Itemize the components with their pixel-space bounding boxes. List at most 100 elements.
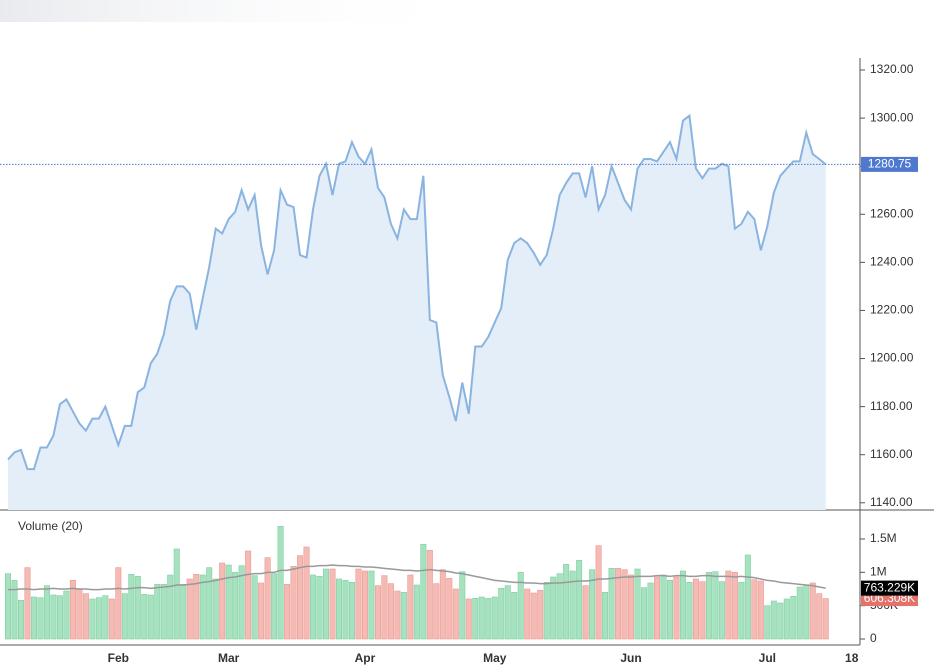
volume-bar: [595, 545, 602, 640]
volume-bar: [167, 574, 174, 640]
y-tick-label: 1140.00: [870, 495, 913, 509]
x-tick-label: Mar: [218, 651, 240, 665]
volume-bar: [653, 576, 660, 640]
y-tick-label: 1.5M: [870, 531, 897, 545]
volume-bar: [407, 574, 414, 640]
volume-bar: [744, 554, 751, 640]
volume-bar: [420, 544, 427, 640]
volume-bar: [400, 592, 407, 640]
volume-bar: [757, 580, 764, 640]
volume-bar: [361, 570, 368, 640]
volume-bar: [199, 574, 206, 640]
volume-bar: [530, 592, 537, 640]
volume-bar: [491, 596, 498, 640]
volume-bar: [303, 546, 310, 640]
volume-bar: [426, 550, 433, 640]
x-tick-label: 18: [845, 651, 859, 665]
volume-bar: [193, 574, 200, 640]
volume-bar: [550, 576, 557, 640]
volume-bar: [712, 571, 719, 640]
volume-bar: [602, 592, 609, 640]
y-tick-label: 1320.00: [870, 62, 914, 76]
volume-bar: [186, 578, 193, 640]
volume-bar: [809, 582, 816, 640]
volume-bar: [147, 594, 154, 640]
y-tick-label: 1200.00: [870, 351, 914, 365]
volume-bar: [433, 583, 440, 640]
volume-bar: [439, 569, 446, 640]
last-value-box: [861, 580, 918, 596]
volume-bar: [160, 584, 167, 640]
volume-bar: [108, 598, 115, 640]
volume-bar: [50, 594, 57, 640]
volume-bar: [498, 588, 505, 640]
volume-bar: [576, 560, 583, 640]
volume-bar: [271, 573, 278, 640]
volume-bar: [556, 573, 563, 640]
x-tick-label: Jun: [620, 651, 641, 665]
area: [8, 115, 826, 510]
volume-bar: [472, 598, 479, 640]
volume-bar: [368, 570, 375, 640]
volume-bar: [95, 597, 102, 640]
volume-bar: [128, 574, 135, 640]
volume-bar: [245, 550, 252, 640]
volume-bar: [543, 582, 550, 640]
volume-bar: [329, 568, 336, 640]
y-tick-label: 1240.00: [870, 255, 914, 269]
volume-bar: [647, 582, 654, 640]
volume-bar: [790, 596, 797, 640]
volume-bar: [251, 575, 258, 640]
x-tick-label: Apr: [355, 651, 376, 665]
volume-bar: [725, 570, 732, 640]
volume-bar: [121, 593, 128, 640]
volume-bar: [511, 592, 518, 640]
volume-bar: [381, 575, 388, 640]
volume-bar: [563, 564, 570, 640]
y-tick-label: 1220.00: [870, 303, 914, 317]
volume-bar: [30, 596, 37, 640]
volume-bar: [803, 584, 810, 640]
volume-bar: [206, 567, 213, 640]
y-tick-label: 0: [870, 631, 877, 645]
volume-bar: [816, 593, 823, 640]
volume-bar: [666, 580, 673, 640]
y-tick-label: 1160.00: [870, 447, 913, 461]
volume-bar: [751, 579, 758, 640]
volume-bar: [777, 602, 784, 640]
volume-bar: [478, 596, 485, 640]
y-tick-label: 1260.00: [870, 206, 914, 220]
volume-bar: [621, 569, 628, 640]
volume-bar: [718, 581, 725, 640]
volume-bar: [316, 576, 323, 640]
volume-bar: [705, 572, 712, 640]
volume-bar: [446, 578, 453, 640]
volume-bar: [783, 598, 790, 640]
volume-bar: [24, 567, 31, 640]
volume-bar: [628, 574, 635, 640]
top-blur: [0, 0, 480, 22]
volume-bar: [102, 595, 109, 640]
line: [7, 113, 827, 471]
volume-bar: [634, 568, 641, 640]
volume-bar: [56, 595, 63, 640]
volume-bar: [11, 580, 18, 640]
y-tick-label: 1300.00: [870, 110, 914, 124]
volume-bar: [232, 572, 239, 640]
volume-bar: [355, 568, 362, 640]
volume-title: Volume (20): [18, 519, 83, 533]
volume-bar: [465, 598, 472, 640]
last-value-label: 763.229K: [864, 580, 915, 594]
volume-bar: [37, 597, 44, 640]
volume-bar: [524, 588, 531, 640]
volume-bar: [582, 585, 589, 640]
volume-bar: [686, 582, 693, 640]
volume-bar: [212, 578, 219, 640]
volume-bar: [822, 598, 829, 640]
x-tick-label: Feb: [108, 651, 129, 665]
volume-bar: [770, 600, 777, 640]
volume-bar: [115, 567, 122, 640]
volume-bar: [641, 587, 648, 640]
volume-bar: [17, 600, 24, 640]
